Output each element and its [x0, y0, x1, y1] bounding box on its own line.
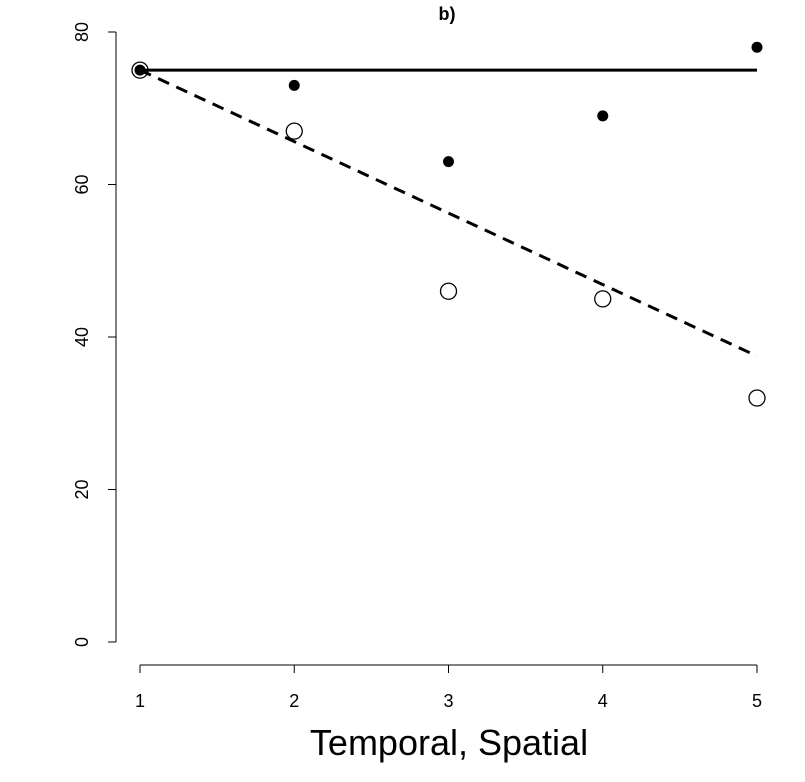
open-point — [285, 122, 303, 140]
y-tick-label: 0 — [72, 637, 92, 647]
filled-point — [288, 79, 300, 91]
y-tick-label: 20 — [72, 479, 92, 499]
filled-point — [443, 156, 454, 168]
axes: 0 20 40 60 80 1 2 3 4 5 — [72, 22, 762, 711]
x-tick-label: 1 — [135, 691, 145, 711]
open-point — [594, 290, 612, 308]
x-tick-label: 4 — [598, 691, 608, 711]
open-point — [748, 389, 766, 407]
y-tick-label: 40 — [72, 327, 92, 347]
trend-lines — [139, 68, 758, 358]
filled-point — [751, 41, 763, 53]
dashed-line — [139, 68, 758, 358]
x-tick-label: 3 — [443, 691, 453, 711]
x-tick-label: 2 — [289, 691, 299, 711]
open-point — [439, 282, 458, 300]
filled-point — [134, 64, 146, 76]
x-axis-title: Temporal, Spatial — [310, 722, 588, 763]
open-point — [131, 61, 149, 79]
chart-title: b) — [439, 4, 456, 24]
x-tick-label: 5 — [752, 691, 762, 711]
y-tick-label: 60 — [72, 174, 92, 194]
y-tick-label: 80 — [72, 22, 92, 42]
filled-point — [597, 110, 609, 122]
data-points — [131, 41, 766, 407]
